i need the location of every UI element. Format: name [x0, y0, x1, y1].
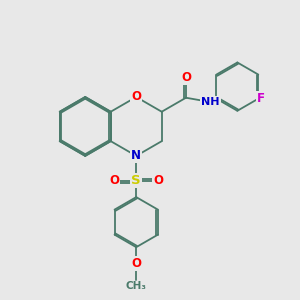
Text: CH₃: CH₃ — [126, 281, 147, 291]
Text: O: O — [131, 91, 141, 103]
Text: O: O — [153, 174, 163, 188]
Text: S: S — [131, 174, 141, 188]
Text: F: F — [257, 92, 265, 105]
Text: O: O — [131, 257, 141, 270]
Text: NH: NH — [201, 97, 220, 107]
Text: O: O — [109, 174, 119, 188]
Text: O: O — [181, 70, 191, 84]
Text: N: N — [131, 149, 141, 162]
